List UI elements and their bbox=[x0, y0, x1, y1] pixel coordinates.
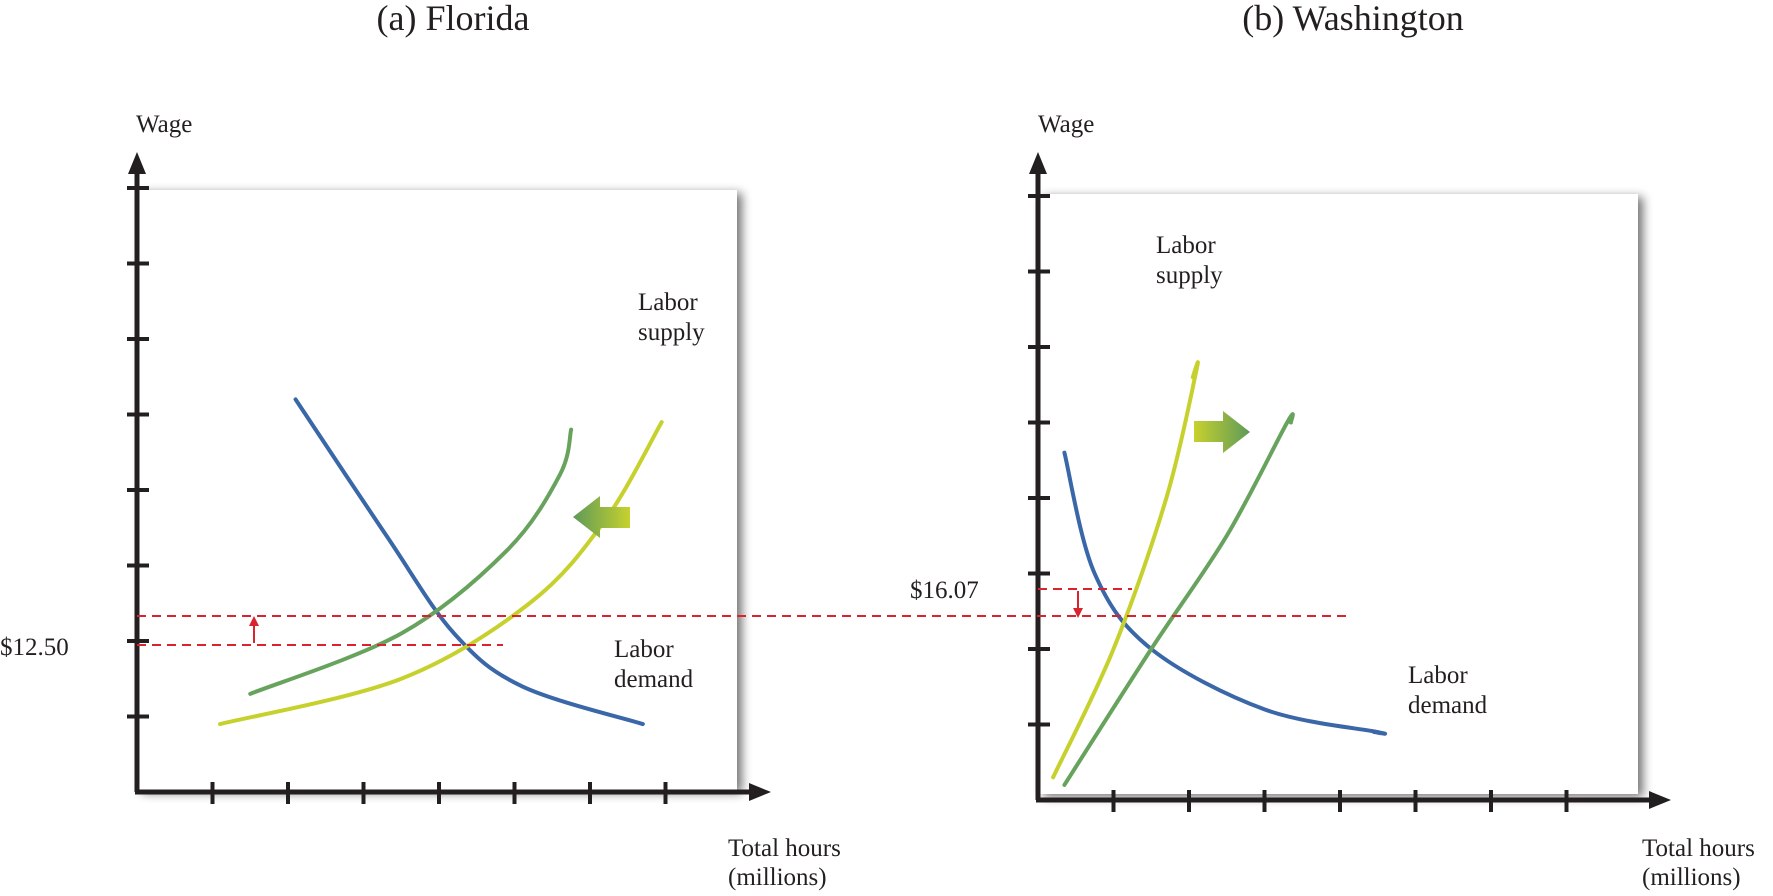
panel-b-shift-right-arrow bbox=[1194, 411, 1250, 453]
wage-reference-lines bbox=[137, 588, 1352, 646]
panel-a-x-label-line2: (millions) bbox=[728, 864, 827, 891]
panel-b-demand-label-line1: Labor bbox=[1408, 662, 1468, 689]
panel-a-labor-demand-curve bbox=[293, 397, 645, 727]
panel-a-y-arrow bbox=[128, 152, 146, 174]
panel-b-curves bbox=[1051, 360, 1387, 787]
panel-a-supply-label-line2: supply bbox=[638, 319, 705, 346]
panel-a-x-label-line1: Total hours bbox=[728, 835, 841, 862]
panel-b-x-label-line1: Total hours bbox=[1642, 835, 1755, 862]
panel-b-ticks bbox=[1028, 194, 1569, 812]
panel-b-plot-area bbox=[1038, 194, 1638, 794]
panel-b-supply-label-line2: supply bbox=[1156, 262, 1223, 289]
panel-a-title: (a) Florida bbox=[377, 0, 530, 38]
panel-a-labor-supply-shifted-curve bbox=[248, 427, 574, 696]
panel-b-labor-demand-curve bbox=[1062, 450, 1387, 736]
panel-a-y-label: Wage bbox=[136, 111, 192, 138]
panel-b-x-label-line2: (millions) bbox=[1642, 864, 1741, 891]
panel-b-y-arrow bbox=[1029, 152, 1047, 174]
panel-b-labor-supply-original-curve bbox=[1051, 360, 1200, 780]
panel-washington: Wage Total hours (millions) Labor supply… bbox=[910, 111, 1755, 891]
panel-a-curves bbox=[218, 397, 664, 727]
panel-a-ticks bbox=[127, 186, 668, 804]
panel-b-demand-label-line2: demand bbox=[1408, 692, 1488, 719]
panel-a-demand-label-line2: demand bbox=[614, 666, 694, 693]
panel-b-title: (b) Washington bbox=[1242, 0, 1463, 38]
panel-b-y-label: Wage bbox=[1038, 111, 1094, 138]
panel-a-plot-area bbox=[137, 190, 737, 790]
panel-florida: Wage Total hours (millions) Labor supply… bbox=[0, 111, 841, 891]
panel-a-labor-supply-original-curve bbox=[218, 420, 664, 727]
panel-a-supply-label-line1: Labor bbox=[638, 289, 698, 316]
panel-b-labor-supply-shifted-curve bbox=[1062, 412, 1295, 787]
panel-b-old-wage-label: $16.07 bbox=[910, 577, 979, 604]
panel-a-old-wage-label: $12.50 bbox=[0, 634, 69, 661]
panel-a-demand-label-line1: Labor bbox=[614, 636, 674, 663]
panel-b-x-arrow bbox=[1649, 791, 1671, 809]
panel-a-shift-left-arrow bbox=[573, 496, 630, 538]
panel-a-axes bbox=[128, 152, 771, 801]
panel-a-x-arrow bbox=[749, 783, 771, 801]
panel-b-supply-label-line1: Labor bbox=[1156, 232, 1216, 259]
